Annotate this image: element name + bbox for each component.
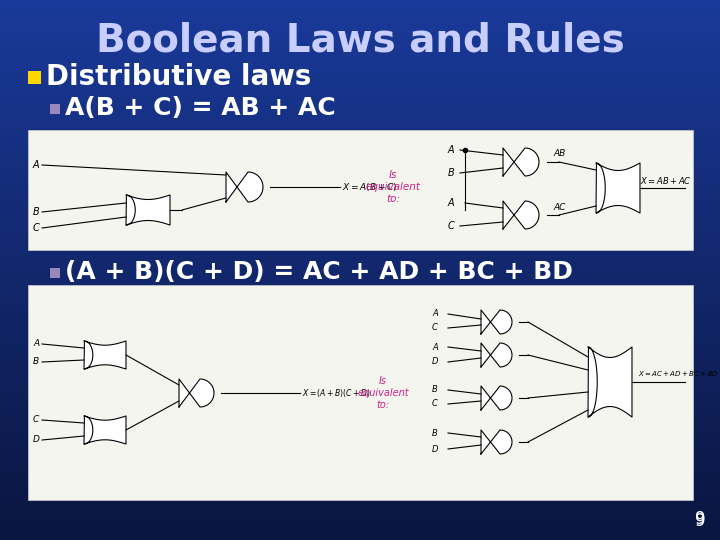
Text: D: D [432,444,438,454]
Text: Distributive laws: Distributive laws [46,63,311,91]
Text: B: B [33,207,40,217]
Text: B: B [448,168,455,178]
Polygon shape [226,172,263,202]
Polygon shape [481,310,512,334]
Text: A: A [432,309,438,319]
Bar [28,71,41,84]
Text: Is
equivalent
to:: Is equivalent to: [357,376,409,410]
Text: A(B + C) = AB + AC: A(B + C) = AB + AC [65,96,336,120]
Text: C: C [33,223,40,233]
Text: B: B [33,357,39,367]
Text: AB: AB [553,150,565,159]
Text: 9: 9 [695,510,705,528]
Text: Is
equivalent
to:: Is equivalent to: [366,171,420,204]
Bar [50,268,60,278]
Bar [50,104,60,114]
Text: A: A [448,198,454,208]
Polygon shape [84,416,126,444]
Text: D: D [432,357,438,367]
Polygon shape [84,341,126,369]
Polygon shape [126,195,170,225]
Text: 9: 9 [695,512,705,530]
Polygon shape [481,386,512,410]
Polygon shape [588,347,632,417]
Text: $X = (A + B)(C + D)$: $X = (A + B)(C + D)$ [302,387,371,399]
Polygon shape [503,148,539,176]
Polygon shape [481,343,512,367]
Text: A: A [432,342,438,352]
Text: A: A [33,160,40,170]
Text: B: B [432,429,438,437]
Text: (A + B)(C + D) = AC + AD + BC + BD: (A + B)(C + D) = AC + AD + BC + BD [65,260,573,284]
Text: A: A [448,145,454,155]
Bar [28,130,693,250]
Polygon shape [179,379,214,407]
Polygon shape [481,430,512,454]
Text: C: C [432,400,438,408]
Text: $X = AB + AC$: $X = AB + AC$ [640,174,692,186]
Text: AC: AC [553,202,565,212]
Polygon shape [503,201,539,229]
Text: $X = A(B + C)$: $X = A(B + C)$ [342,181,397,193]
Text: C: C [33,415,40,424]
Text: D: D [33,435,40,444]
Text: A: A [33,340,39,348]
Text: C: C [432,323,438,333]
Text: B: B [432,386,438,395]
Text: $X = AC + AD + BC + BD$: $X = AC + AD + BC + BD$ [638,369,719,379]
Text: Boolean Laws and Rules: Boolean Laws and Rules [96,21,624,59]
Text: C: C [448,221,455,231]
Polygon shape [596,163,640,213]
Bar [28,285,693,500]
